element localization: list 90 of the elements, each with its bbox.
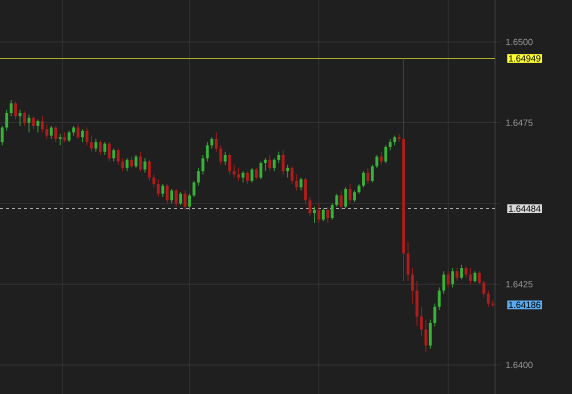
candlestick <box>232 164 236 178</box>
candlestick <box>126 158 129 172</box>
y-tick-label: 1.6475 <box>506 120 533 126</box>
candlestick <box>264 158 267 172</box>
candlestick <box>464 266 468 278</box>
candlestick <box>76 124 80 140</box>
candlestick <box>161 184 164 198</box>
y-tick-label: 1.6425 <box>506 281 533 288</box>
candlestick <box>358 184 360 194</box>
candlestick <box>103 142 106 156</box>
candlestick <box>94 138 98 152</box>
candlestick <box>156 178 160 198</box>
candlestick <box>290 166 294 184</box>
y-tick-label: 1.6500 <box>506 38 533 46</box>
candlestick <box>340 190 343 210</box>
candlestick <box>482 280 486 298</box>
candlestick <box>28 114 30 133</box>
candlestick <box>152 174 156 188</box>
candlestick <box>406 242 410 282</box>
candlestick <box>370 164 374 183</box>
candlestick <box>206 142 209 162</box>
text: 1.64186 <box>509 302 540 308</box>
candlestick <box>174 188 178 208</box>
candlestick <box>242 170 244 183</box>
candlestick <box>237 168 240 182</box>
ref-line-label: 1.64484 <box>509 205 541 212</box>
candlestick <box>424 319 428 352</box>
candlestick <box>438 287 441 310</box>
candlestick <box>228 153 232 175</box>
candlestick <box>420 306 423 336</box>
candlestick <box>304 177 307 204</box>
candlestick <box>428 319 432 350</box>
candlestick <box>469 268 472 285</box>
candlestick <box>86 127 88 146</box>
candlestick <box>308 196 312 217</box>
candlestick <box>451 268 454 288</box>
candlestick <box>139 151 142 172</box>
candlestick <box>148 159 151 182</box>
candlestick <box>317 203 320 224</box>
candlestick <box>45 124 48 140</box>
candlestick <box>188 193 191 210</box>
candlestick <box>121 158 124 172</box>
candlestick <box>295 174 298 191</box>
candlestick <box>23 111 26 126</box>
candlestick <box>456 268 459 282</box>
candlestick <box>130 156 133 168</box>
candlestick <box>259 161 262 180</box>
candlestick <box>312 206 316 224</box>
candlestick <box>210 136 214 149</box>
candlestick <box>300 177 302 191</box>
candlestick <box>398 134 401 142</box>
candlestick <box>411 268 414 304</box>
candlestick <box>32 116 35 130</box>
candlestick <box>474 270 476 283</box>
candlestick <box>286 164 290 178</box>
candlestick <box>40 116 44 133</box>
candlestick <box>98 140 102 156</box>
candlestick <box>197 168 200 186</box>
candlestick <box>277 151 280 164</box>
candlestick <box>81 128 84 142</box>
candlestick <box>362 170 365 188</box>
candlestick <box>393 135 396 146</box>
candlestick <box>36 119 40 133</box>
candlestick <box>68 130 71 142</box>
candlestick <box>134 154 138 168</box>
candlestick <box>380 151 383 166</box>
candlestick <box>353 190 356 202</box>
candlestick <box>478 270 481 285</box>
candlestick <box>344 186 348 209</box>
candlestick <box>460 264 463 280</box>
candlestick <box>366 168 370 184</box>
candlestick <box>348 184 352 204</box>
candlestick <box>254 168 258 180</box>
candlestick <box>250 168 254 183</box>
candlestick <box>375 154 378 168</box>
candlestick <box>144 158 146 174</box>
candlestick <box>18 109 22 126</box>
candlestick <box>246 170 249 184</box>
candlestick <box>10 100 13 117</box>
candlestick <box>90 135 93 152</box>
candlestick <box>179 192 182 206</box>
candlestick <box>184 190 186 210</box>
candlestick <box>201 154 204 175</box>
y-tick-label: 1.6400 <box>506 362 533 368</box>
candlestick <box>63 132 66 142</box>
candlestick <box>192 180 196 198</box>
candlestick <box>14 101 18 120</box>
candlestick <box>388 138 392 151</box>
candlestick <box>72 126 76 136</box>
ref-line-label: 1.64949 <box>509 55 540 62</box>
